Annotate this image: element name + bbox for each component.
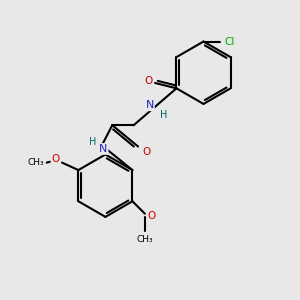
Text: O: O — [147, 211, 156, 221]
Text: O: O — [142, 147, 151, 157]
Text: N: N — [146, 100, 154, 110]
Text: CH₃: CH₃ — [28, 158, 44, 167]
Text: O: O — [51, 154, 60, 164]
Text: O: O — [144, 76, 153, 85]
Text: CH₃: CH₃ — [136, 235, 153, 244]
Text: H: H — [89, 137, 96, 147]
Text: Cl: Cl — [224, 37, 235, 46]
Text: N: N — [99, 144, 107, 154]
Text: H: H — [160, 110, 167, 120]
